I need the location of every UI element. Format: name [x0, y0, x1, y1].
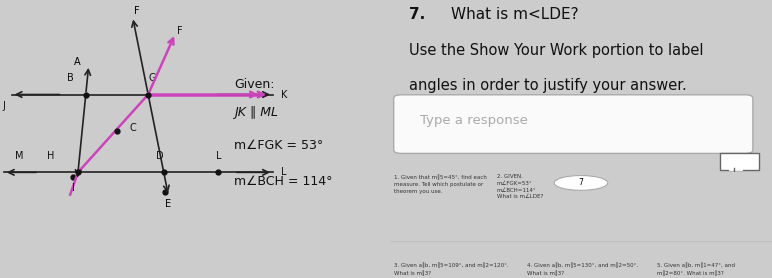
- Text: JK ∥ ML: JK ∥ ML: [234, 106, 278, 119]
- FancyBboxPatch shape: [394, 95, 753, 153]
- Text: I: I: [72, 183, 75, 193]
- Text: Type a response: Type a response: [421, 114, 528, 127]
- Text: A: A: [73, 57, 80, 67]
- Text: F: F: [134, 6, 139, 16]
- Text: E: E: [165, 199, 171, 209]
- Text: K: K: [281, 90, 287, 100]
- Text: 7.: 7.: [409, 7, 425, 22]
- Text: J: J: [2, 101, 5, 111]
- FancyBboxPatch shape: [720, 153, 759, 170]
- Text: 7: 7: [578, 178, 584, 187]
- Text: angles in order to justify your answer.: angles in order to justify your answer.: [409, 78, 687, 93]
- Text: 5. Given a∥b, m∥1=47°, and
m∥2=80°. What is m∥3?: 5. Given a∥b, m∥1=47°, and m∥2=80°. What…: [657, 262, 736, 276]
- Text: m∠BCH = 114°: m∠BCH = 114°: [234, 175, 333, 188]
- Text: D: D: [156, 151, 164, 161]
- Text: Use the Show Your Work portion to label: Use the Show Your Work portion to label: [409, 43, 703, 58]
- Text: What is m<LDE?: What is m<LDE?: [451, 7, 579, 22]
- Text: M: M: [15, 151, 24, 161]
- Text: G: G: [148, 73, 156, 83]
- Text: C: C: [129, 123, 136, 133]
- Text: 4. Given a∥b, m∥5=130°, and m∥2=50°.
What is m∥3?: 4. Given a∥b, m∥5=130°, and m∥2=50°. Wha…: [527, 262, 638, 276]
- Text: m∠FGK = 53°: m∠FGK = 53°: [234, 139, 323, 152]
- Circle shape: [554, 175, 608, 190]
- Text: B: B: [67, 73, 73, 83]
- Text: L: L: [215, 151, 221, 161]
- Text: 1. Given that m∥5=45°, find each
measure. Tell which postulate or
theorem you us: 1. Given that m∥5=45°, find each measure…: [394, 175, 486, 193]
- Text: 2. GIVEN.
m∠FGK=53°
m∠BCH=114°
What is m∠LDE?: 2. GIVEN. m∠FGK=53° m∠BCH=114° What is m…: [497, 175, 543, 199]
- Text: F: F: [177, 26, 182, 36]
- Text: 3. Given a∥b, m∥5=109°, and m∥2=120°.
What is m∥3?: 3. Given a∥b, m∥5=109°, and m∥2=120°. Wh…: [394, 262, 508, 276]
- Text: Given:: Given:: [234, 78, 274, 91]
- Text: H: H: [47, 151, 54, 161]
- Text: L: L: [281, 167, 286, 177]
